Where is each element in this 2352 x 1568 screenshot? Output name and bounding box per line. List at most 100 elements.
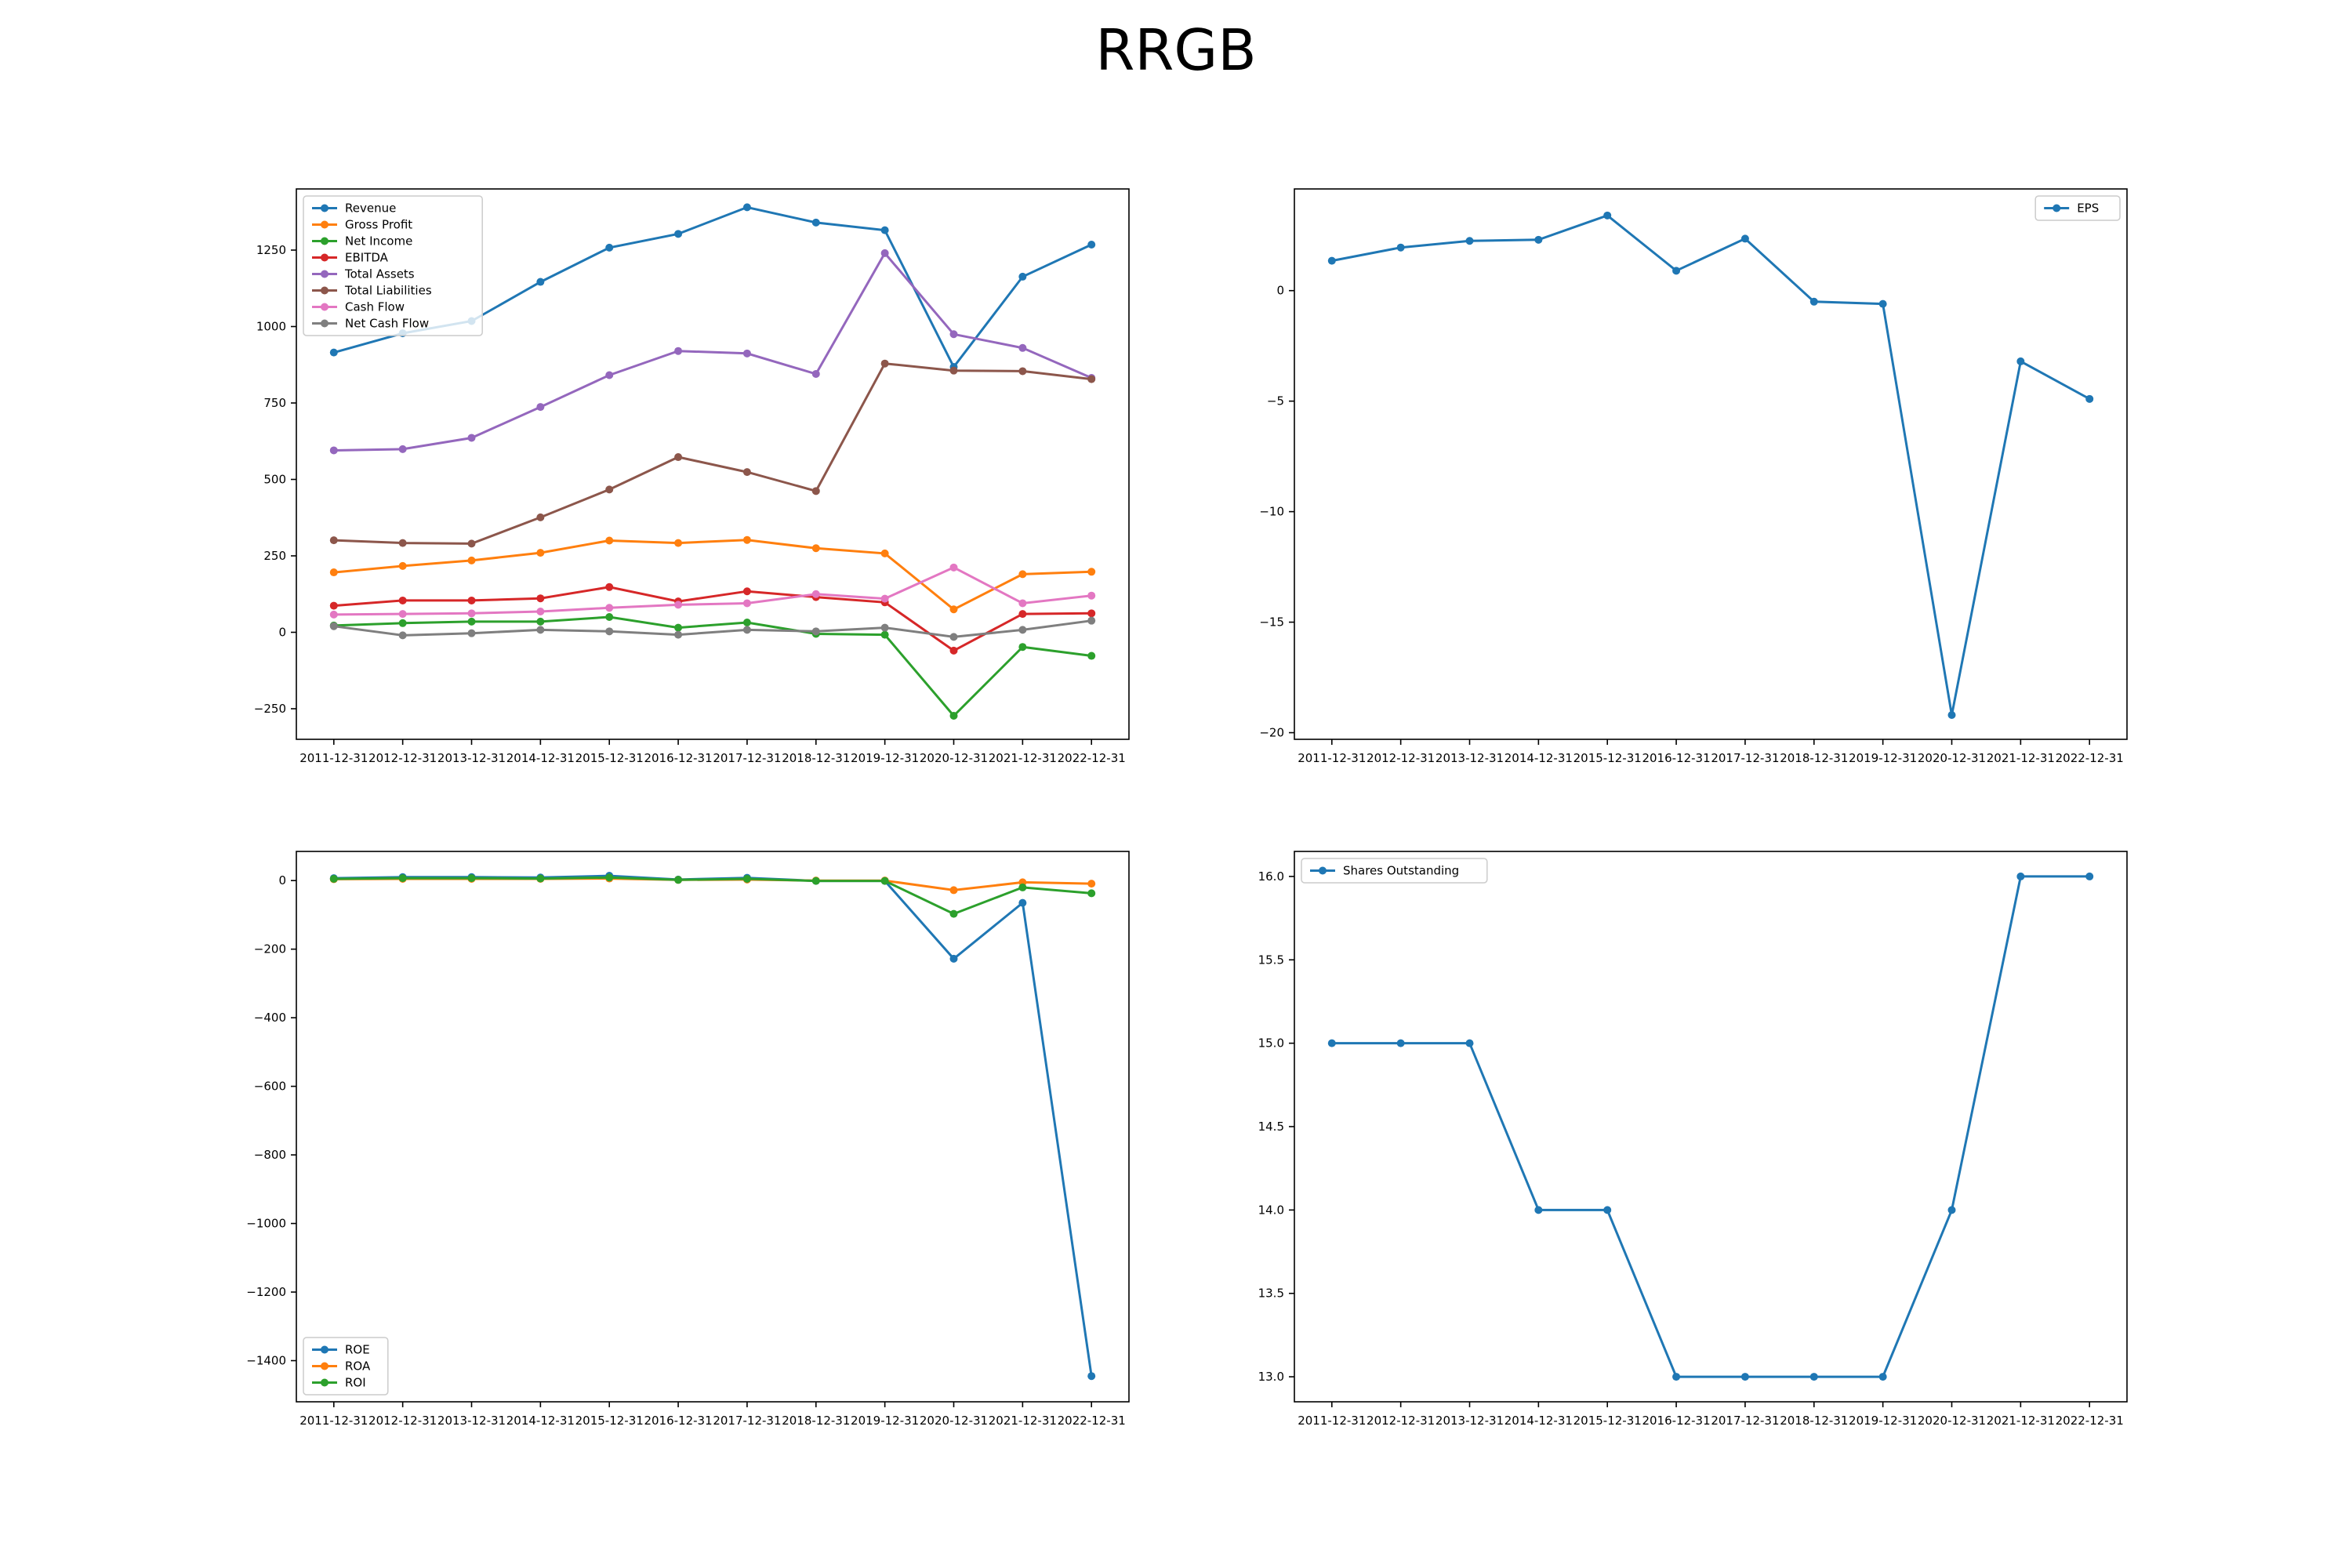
x-tick-label: 2021-12-31: [989, 1414, 1057, 1428]
x-tick-label: 2019-12-31: [1849, 751, 1917, 765]
data-point: [742, 626, 751, 634]
data-point: [605, 371, 614, 379]
x-tick-label: 2011-12-31: [299, 751, 368, 765]
data-point: [949, 711, 958, 720]
data-point: [467, 596, 476, 604]
data-point: [536, 594, 545, 603]
x-tick-label: 2019-12-31: [851, 751, 919, 765]
data-point: [674, 453, 683, 462]
data-point: [605, 627, 614, 636]
y-tick-label: 1250: [256, 243, 286, 257]
x-tick-label: 2017-12-31: [1711, 751, 1779, 765]
chart-4: 2011-12-31 2012-12-31 2013-12-31 2014-12-31…: [1258, 851, 2128, 1428]
legend-label: ROE: [345, 1343, 370, 1357]
series-line-net-cash-flow: [333, 619, 1092, 638]
legend-label: Gross Profit: [345, 218, 412, 232]
data-point: [398, 631, 407, 640]
data-point: [949, 605, 958, 614]
x-tick-label: 2017-12-31: [1711, 1414, 1779, 1428]
legend-label: ROI: [345, 1376, 366, 1390]
x-tick-label: 2021-12-31: [1987, 751, 2055, 765]
legend-swatch-marker: [321, 204, 328, 212]
x-tick-label: 2014-12-31: [1504, 751, 1573, 765]
data-point: [1087, 591, 1096, 600]
x-tick-label: 2018-12-31: [782, 751, 850, 765]
y-tick-label: 15.5: [1258, 953, 1284, 967]
x-tick-label: 2022-12-31: [2056, 1414, 2124, 1428]
y-tick-label: −200: [254, 942, 286, 956]
x-tick-label: 2015-12-31: [1573, 751, 1642, 765]
data-point: [742, 349, 751, 358]
legend-label: EPS: [2077, 201, 2099, 216]
data-point: [1087, 375, 1096, 383]
legend: Revenue Gross Profit Net Income EBITDA Total…: [303, 195, 483, 336]
data-point: [1603, 1206, 1612, 1214]
data-point: [605, 604, 614, 612]
data-point: [811, 369, 820, 378]
legend-swatch-marker: [321, 270, 328, 278]
y-tick-label: −1000: [246, 1217, 286, 1231]
y-tick-label: 1000: [256, 320, 286, 334]
x-tick-label: 2020-12-31: [1918, 1414, 1986, 1428]
legend: EPS: [2034, 195, 2121, 221]
data-point: [949, 633, 958, 641]
data-point: [605, 873, 614, 882]
legend-label: Net Cash Flow: [345, 317, 429, 331]
data-point: [1087, 652, 1096, 660]
x-tick-label: 2015-12-31: [575, 751, 644, 765]
data-point: [329, 610, 338, 619]
y-tick-label: 750: [263, 396, 286, 410]
chart-3: 2011-12-31 2012-12-31 2013-12-31 2014-12-31…: [246, 851, 1130, 1428]
data-point: [880, 549, 889, 557]
data-point: [1087, 889, 1096, 898]
legend-swatch-marker: [321, 253, 328, 262]
data-point: [467, 556, 476, 564]
data-point: [949, 563, 958, 572]
data-point: [811, 877, 820, 885]
data-point: [398, 539, 407, 547]
series-line-net-income: [333, 615, 1092, 718]
x-tick-label: 2011-12-31: [1298, 751, 1366, 765]
y-tick-label: 16.0: [1258, 869, 1284, 884]
x-tick-label: 2014-12-31: [506, 1414, 575, 1428]
data-point: [674, 630, 683, 639]
x-tick-label: 2022-12-31: [1058, 751, 1126, 765]
legend-label: ROA: [345, 1359, 371, 1374]
y-tick-label: −20: [1259, 726, 1284, 740]
data-point: [1672, 267, 1681, 275]
y-tick-label: 0: [1276, 284, 1284, 298]
plot-area: [1294, 188, 2128, 740]
data-point: [880, 249, 889, 257]
data-point: [880, 594, 889, 603]
data-point: [467, 617, 476, 626]
legend-label: Net Income: [345, 234, 412, 249]
data-point: [536, 607, 545, 615]
data-point: [536, 626, 545, 634]
data-point: [536, 617, 545, 626]
data-point: [674, 623, 683, 632]
data-point: [949, 886, 958, 895]
x-tick-label: 2022-12-31: [2056, 751, 2124, 765]
series-line-total-liabilities: [333, 362, 1092, 545]
data-point: [467, 539, 476, 548]
data-point: [2085, 872, 2094, 880]
data-point: [1947, 710, 1956, 719]
data-point: [1018, 643, 1027, 652]
legend-label: Revenue: [345, 201, 396, 216]
y-tick-label: −5: [1267, 394, 1284, 408]
x-tick-label: 2012-12-31: [368, 751, 437, 765]
data-point: [811, 590, 820, 598]
data-point: [536, 549, 545, 557]
data-point: [880, 877, 889, 885]
data-point: [742, 587, 751, 596]
series-line-eps: [1331, 214, 2090, 716]
y-tick-label: 15.0: [1258, 1036, 1284, 1051]
x-tick-label: 2013-12-31: [437, 1414, 506, 1428]
x-tick-label: 2011-12-31: [1298, 1414, 1366, 1428]
x-tick-label: 2018-12-31: [1780, 1414, 1848, 1428]
x-tick-label: 2022-12-31: [1058, 1414, 1126, 1428]
data-point: [1534, 1206, 1543, 1214]
data-point: [1018, 367, 1027, 376]
data-point: [949, 330, 958, 339]
